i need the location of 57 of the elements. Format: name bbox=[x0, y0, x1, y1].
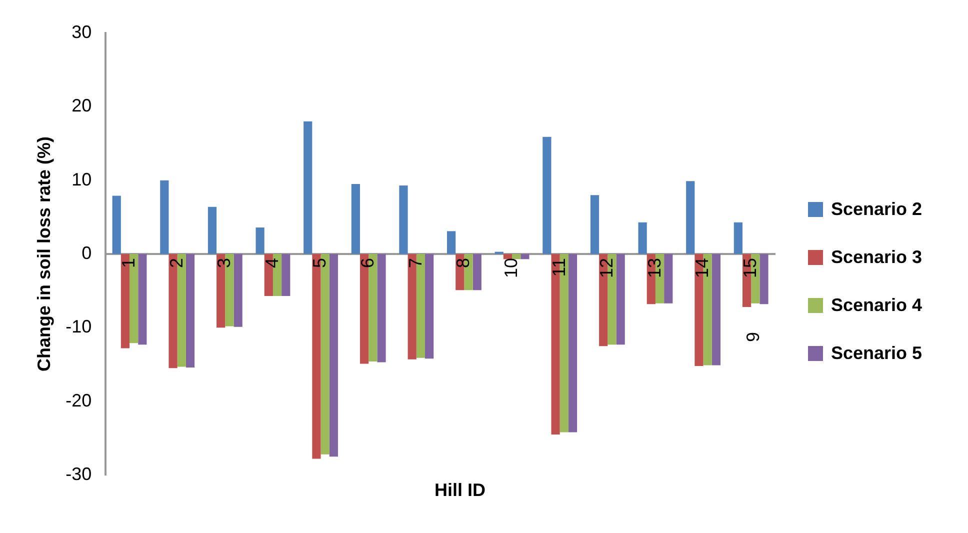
y-tick-label: 10 bbox=[72, 169, 92, 190]
bar bbox=[568, 254, 578, 432]
bar bbox=[686, 181, 695, 254]
legend-label: Scenario 3 bbox=[831, 246, 922, 268]
bar bbox=[399, 185, 408, 254]
bar bbox=[712, 254, 720, 366]
bar bbox=[760, 254, 768, 304]
y-tick-label: 20 bbox=[72, 96, 92, 116]
x-tick-label: 14 bbox=[692, 258, 712, 278]
bar bbox=[208, 206, 217, 254]
bar bbox=[256, 227, 264, 254]
bar bbox=[282, 254, 290, 296]
bar bbox=[638, 222, 647, 254]
bar bbox=[616, 254, 625, 345]
bar bbox=[512, 254, 521, 260]
x-tick-label: 15 bbox=[740, 258, 760, 278]
y-tick-label: 30 bbox=[72, 22, 92, 42]
y-axis-title: Change in soil loss rate (%) bbox=[34, 136, 54, 372]
x-tick-label: 13 bbox=[644, 258, 664, 278]
bar bbox=[160, 180, 169, 254]
y-tick-label: -20 bbox=[66, 390, 92, 410]
x-tick-label: 12 bbox=[596, 258, 617, 278]
bar bbox=[234, 254, 242, 327]
bar bbox=[447, 231, 456, 254]
y-tick-label: -30 bbox=[66, 464, 92, 484]
legend-label: Scenario 5 bbox=[831, 342, 922, 364]
bar bbox=[734, 222, 742, 254]
x-tick-label: 4 bbox=[262, 258, 282, 268]
bar bbox=[329, 254, 338, 457]
legend-label: Scenario 2 bbox=[831, 198, 922, 220]
x-tick-label: 5 bbox=[310, 258, 330, 268]
bar bbox=[542, 136, 552, 254]
y-tick-label: 0 bbox=[82, 242, 92, 263]
x-tick-label: 10 bbox=[500, 258, 521, 278]
x-axis-title: Hill ID bbox=[433, 480, 486, 501]
x-tick-label: 11 bbox=[548, 258, 569, 277]
bar bbox=[112, 196, 121, 254]
x-tick-label: 2 bbox=[166, 258, 186, 268]
bar bbox=[186, 254, 195, 368]
bar bbox=[425, 254, 434, 359]
bar bbox=[351, 184, 360, 254]
x-tick-label: 3 bbox=[214, 258, 234, 268]
bar bbox=[138, 254, 147, 345]
bar bbox=[472, 254, 482, 290]
bar bbox=[590, 195, 600, 254]
bar bbox=[304, 121, 312, 254]
y-tick-label: -10 bbox=[66, 316, 92, 337]
bar bbox=[520, 254, 530, 260]
x-tick-label: 8 bbox=[453, 258, 474, 268]
x-tick-label: 7 bbox=[405, 258, 426, 268]
annotation: 9 bbox=[743, 332, 764, 342]
bar bbox=[664, 254, 673, 304]
bar bbox=[503, 254, 512, 260]
legend-label: Scenario 4 bbox=[831, 294, 922, 316]
bar bbox=[377, 254, 386, 362]
x-tick-label: 1 bbox=[118, 258, 138, 268]
x-tick-label: 6 bbox=[358, 258, 378, 268]
